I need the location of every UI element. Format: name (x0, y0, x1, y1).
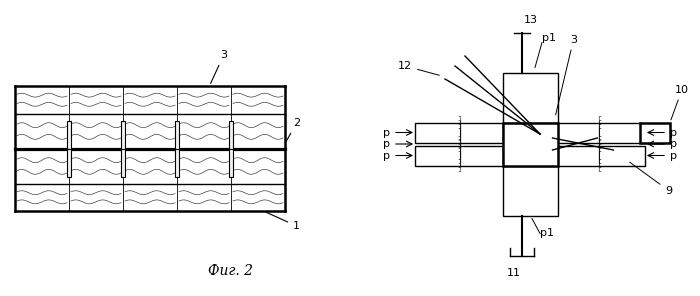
Bar (175, 149, 179, 176)
Text: Фиг. 2: Фиг. 2 (207, 264, 253, 278)
Text: 13: 13 (524, 15, 538, 25)
Text: 12: 12 (398, 61, 440, 75)
Text: p: p (383, 128, 390, 138)
Text: 3: 3 (211, 50, 228, 83)
Text: 9: 9 (629, 162, 672, 195)
Text: p1: p1 (542, 33, 556, 43)
Text: p: p (670, 128, 677, 138)
Bar (415, 123, 503, 142)
Bar (415, 146, 503, 165)
Bar (557, 123, 645, 142)
Text: 10: 10 (671, 84, 689, 120)
Text: p: p (670, 139, 677, 149)
Bar (640, 123, 670, 142)
Bar (557, 146, 645, 165)
Text: p: p (383, 150, 390, 160)
Text: p1: p1 (540, 228, 554, 237)
Text: 2: 2 (286, 118, 300, 141)
Bar (175, 120, 179, 149)
Bar (121, 149, 125, 176)
Bar (229, 120, 233, 149)
Bar (229, 149, 233, 176)
Bar (503, 123, 557, 165)
Bar (503, 165, 557, 215)
Bar (67, 120, 71, 149)
Text: p: p (670, 150, 677, 160)
Text: p: p (383, 139, 390, 149)
Text: 1: 1 (266, 212, 300, 231)
Text: 3: 3 (556, 35, 577, 115)
Text: 11: 11 (507, 268, 521, 278)
Bar (503, 73, 557, 123)
Bar (67, 149, 71, 176)
Bar (121, 120, 125, 149)
